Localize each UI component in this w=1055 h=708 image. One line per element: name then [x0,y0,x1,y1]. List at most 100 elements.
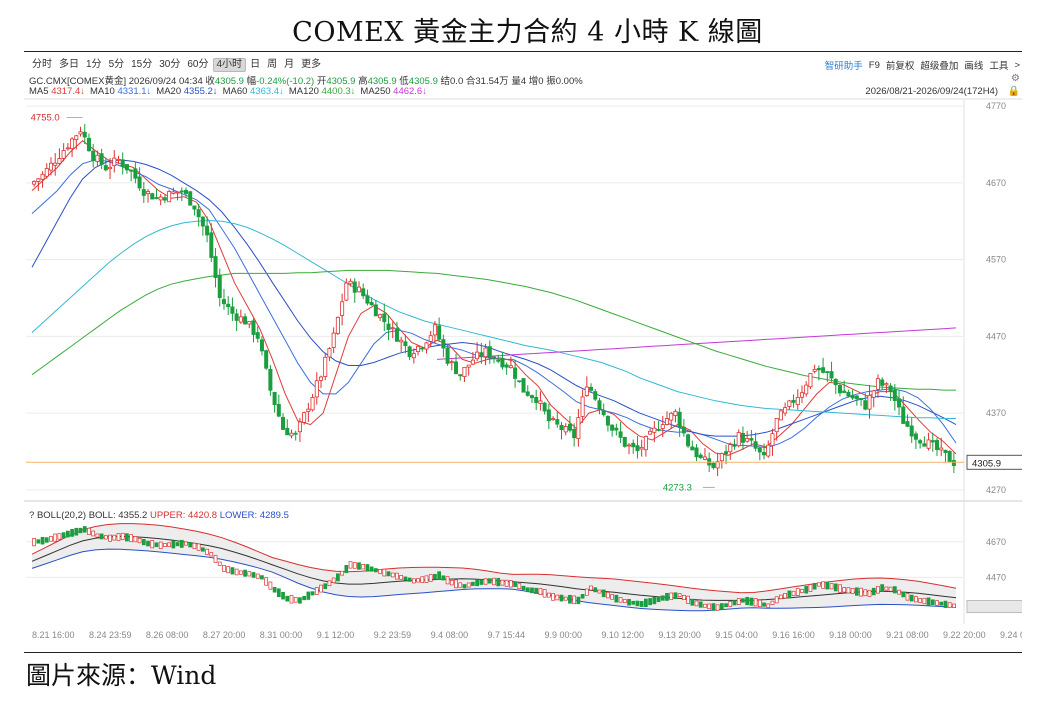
tab-period[interactable]: 5分 [108,59,125,70]
boll-candle [825,581,830,590]
candle-body [36,178,41,182]
boll-candle [184,541,188,546]
boll-candle [314,587,319,595]
high-annotation-label: 4755.0 [31,113,60,124]
boll-candle [281,591,285,600]
candle-body [386,323,391,330]
candle-body [327,348,332,358]
candle-body [880,379,885,386]
toolbar-item[interactable]: 前复权 [885,61,915,72]
boll-candle [884,586,889,591]
boll-candle [850,588,855,594]
candle-body [783,407,788,414]
settings-icon[interactable]: ⚙ [1011,73,1020,84]
tab-period[interactable]: 60分 [187,59,209,70]
boll-candle [243,569,247,577]
boll-y-tick-label: 4470 [986,572,1006,582]
help-icon[interactable]: ? [29,510,35,521]
toolbar-item[interactable]: 超级叠加 [920,61,959,72]
boll-candle [728,601,733,607]
ma-line-ma60 [31,219,956,419]
tab-period[interactable]: 1分 [86,59,102,70]
candle-body [795,397,800,405]
boll-candle [369,566,374,572]
candle-body [146,191,151,195]
volume-value: 4 [520,76,527,87]
boll-candle [373,568,378,573]
boll-candle [534,587,539,595]
boll-candle [926,597,931,606]
candle-body [251,320,256,335]
toolbar-item[interactable]: 工具 [989,61,1009,72]
candle-body [829,371,834,379]
candle-body [40,173,45,180]
boll-candle [154,542,159,548]
candle-body [854,395,859,400]
tab-period[interactable]: 4小时 [212,58,247,72]
chevron-right-icon[interactable]: > [1014,59,1020,71]
tab-period[interactable]: 月 [284,59,295,70]
candle-body [120,159,125,167]
tab-period[interactable]: 周 [267,59,278,70]
tab-period[interactable]: 多日 [59,59,79,70]
boll-candle [766,603,771,608]
boll-candle [285,595,290,602]
candle-body [567,423,572,431]
candle-body [745,438,750,442]
lock-icon[interactable]: 🔒 [1007,86,1020,97]
boll-candle [947,602,952,608]
candle-body [399,339,404,343]
candle-body [905,421,910,427]
boll-candle [357,562,361,570]
boll-candle [78,527,83,534]
boll-candle [867,589,872,597]
tab-period[interactable]: 30分 [159,59,181,70]
source-caption: 圖片來源：Wind [26,661,217,690]
boll-candle [914,596,918,603]
toolbar-item[interactable]: 画线 [964,61,984,72]
tab-period[interactable]: 15分 [131,59,153,70]
candle-body [57,158,62,164]
candle-body [947,450,952,463]
boll-candle [871,587,876,596]
candle-body [390,327,395,330]
boll-candle [255,573,260,579]
boll-candle [352,562,357,569]
candle-body [44,168,49,177]
toolbar-item[interactable]: F9 [868,59,880,71]
boll-candle [217,561,222,566]
candle-body [323,356,328,377]
change-value: -0.24%(-10.2) [256,76,315,87]
boll-candle [854,587,859,596]
amplitude-value: 0.00% [555,76,583,87]
boll-candle [842,587,847,593]
boll-candle [715,604,720,611]
candle-body [863,400,868,410]
kline-chart-svg[interactable]: 4270 4370 4470 4570 4670 4770 4305.9 4755.0 4273… [24,54,1022,650]
candle-body [373,304,378,317]
symbol-label[interactable]: GC.CMX[COMEX黄金] [29,76,127,87]
tab-period[interactable]: 分时 [32,59,52,70]
candle-body [53,162,58,166]
y-tick-label: 4570 [986,255,1006,265]
candle-body [867,394,872,410]
candle-body [589,386,594,391]
boll-candle [192,542,197,549]
candle-body [264,350,269,369]
candle-body [188,191,193,206]
boll-candle [441,575,446,581]
candle-body [799,392,805,398]
candle-body [842,390,847,393]
boll-candle [584,588,589,596]
boll-candle [87,527,91,535]
boll-candle [188,542,193,548]
boll-candle [416,578,420,583]
tab-period[interactable]: 更多 [301,59,322,70]
candle-body [449,361,454,364]
toolbar-item[interactable]: 智研助手 [824,61,863,72]
candle-body [669,412,674,421]
candle-body [272,392,277,405]
boll-candle [504,579,509,587]
candle-body [158,196,163,201]
tab-period[interactable]: 日 [250,59,261,70]
